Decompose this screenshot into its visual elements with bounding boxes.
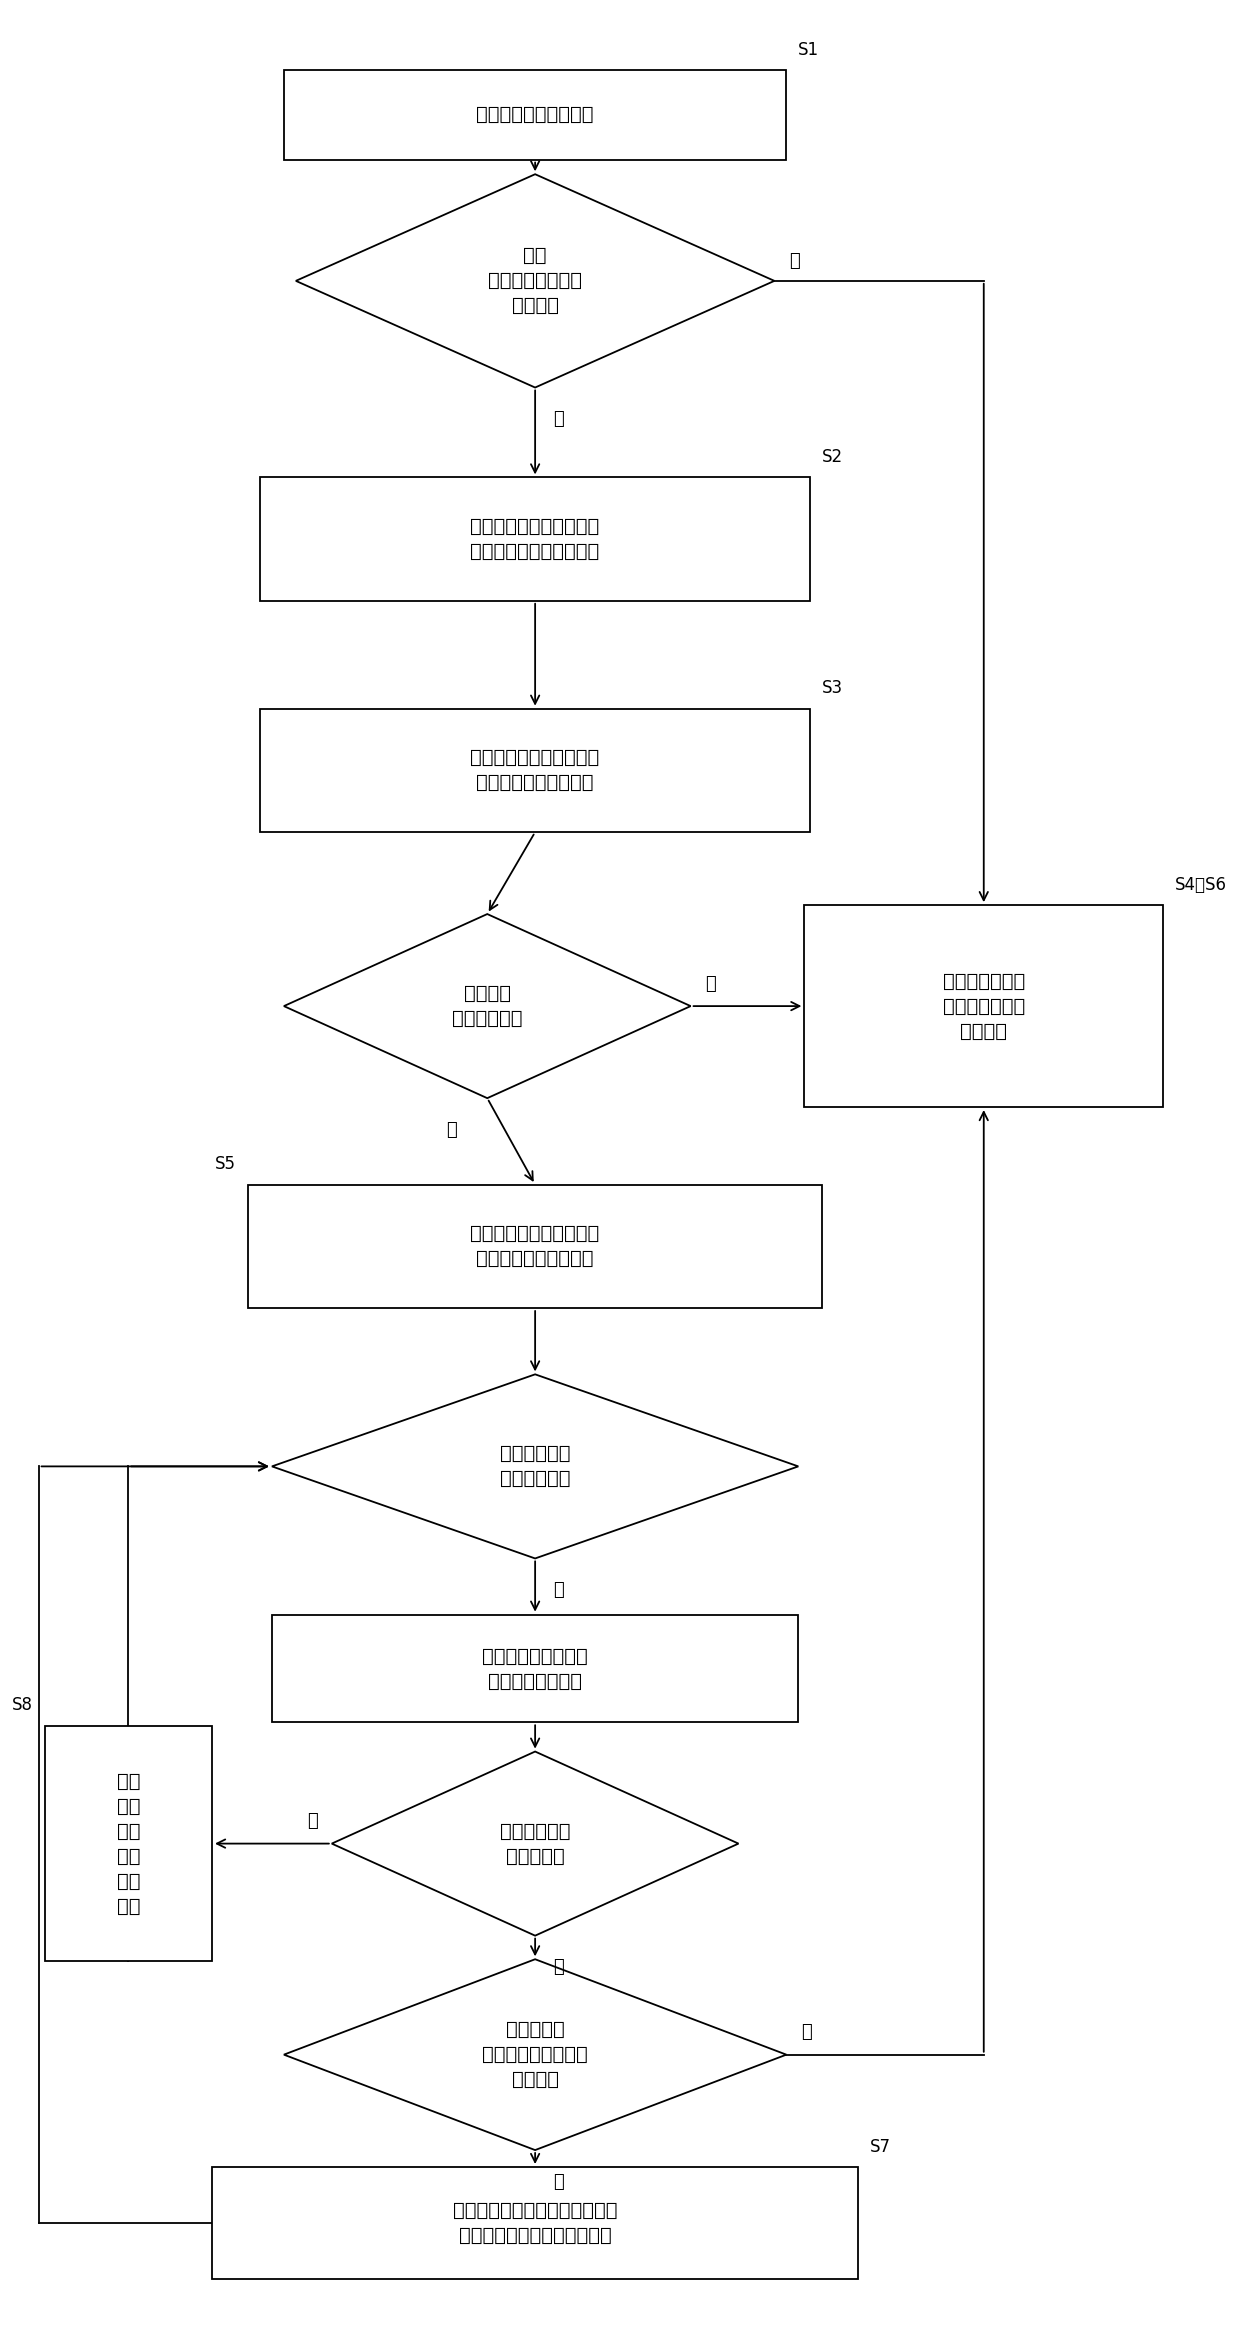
Text: 踏板开度值
小于预设的退出时的
踏板开度: 踏板开度值 小于预设的退出时的 踏板开度 (482, 2020, 588, 2088)
Text: 峰值
功率
使用
保护
处理
模式: 峰值 功率 使用 保护 处理 模式 (117, 1771, 140, 1914)
Text: 提示驾驶员峰值功率
剩余使用时间不足: 提示驾驶员峰值功率 剩余使用时间不足 (482, 1647, 588, 1691)
FancyBboxPatch shape (805, 904, 1163, 1106)
Text: 驾驶员减少加
速踏板开度: 驾驶员减少加 速踏板开度 (500, 1820, 570, 1865)
Polygon shape (272, 1374, 799, 1557)
Polygon shape (296, 174, 775, 388)
Text: 否: 否 (553, 2173, 564, 2192)
FancyBboxPatch shape (212, 2166, 858, 2279)
Text: 否: 否 (446, 1120, 458, 1139)
Text: S1: S1 (799, 40, 820, 59)
Text: 按照正常工作模
式的功率表进行
功率输出: 按照正常工作模 式的功率表进行 功率输出 (942, 972, 1025, 1041)
Text: 更新动力电池能够继续提
供峰值功率的剩余时间: 更新动力电池能够继续提 供峰值功率的剩余时间 (470, 1224, 600, 1268)
FancyBboxPatch shape (248, 1184, 822, 1308)
FancyBboxPatch shape (272, 1614, 799, 1722)
Text: 是: 是 (553, 411, 564, 428)
Text: 实时获取驾驶员的驾驶意
图以及车辆输出的功率: 实时获取驾驶员的驾驶意 图以及车辆输出的功率 (470, 749, 600, 792)
Text: S5: S5 (215, 1156, 236, 1174)
Text: S7: S7 (870, 2138, 892, 2156)
Text: 是: 是 (553, 1959, 564, 1976)
Text: 是: 是 (553, 1581, 564, 1600)
Text: S3: S3 (822, 679, 843, 698)
FancyBboxPatch shape (260, 709, 810, 832)
Polygon shape (284, 1959, 786, 2149)
FancyBboxPatch shape (45, 1727, 212, 1961)
Text: 是: 是 (706, 975, 715, 994)
Text: 否: 否 (306, 1811, 317, 1830)
Text: S8: S8 (11, 1696, 32, 1715)
FancyBboxPatch shape (284, 70, 786, 160)
Text: 进行峰值功率输出，并估
算出峰值功率的剩余时间: 进行峰值功率输出，并估 算出峰值功率的剩余时间 (470, 517, 600, 561)
Polygon shape (332, 1752, 739, 1936)
Polygon shape (284, 914, 691, 1099)
Text: 退出峰值
功率使用模式: 退出峰值 功率使用模式 (453, 984, 522, 1029)
Text: 剩余时间小于
设定时间阈值: 剩余时间小于 设定时间阈值 (500, 1445, 570, 1489)
Text: S2: S2 (822, 449, 843, 465)
Text: 是否
需要进入峰值功率
使用模式: 是否 需要进入峰值功率 使用模式 (489, 247, 582, 315)
FancyBboxPatch shape (260, 477, 810, 601)
Text: 是: 是 (801, 2022, 811, 2041)
Text: 否: 否 (789, 251, 800, 270)
Text: 计算得到输出的峰值功率，并输
出该峰值功率；计算剩余时间: 计算得到输出的峰值功率，并输 出该峰值功率；计算剩余时间 (453, 2201, 618, 2246)
Text: 识别驾驶员的驾驶意图: 识别驾驶员的驾驶意图 (476, 106, 594, 124)
Text: S4、S6: S4、S6 (1176, 876, 1228, 895)
